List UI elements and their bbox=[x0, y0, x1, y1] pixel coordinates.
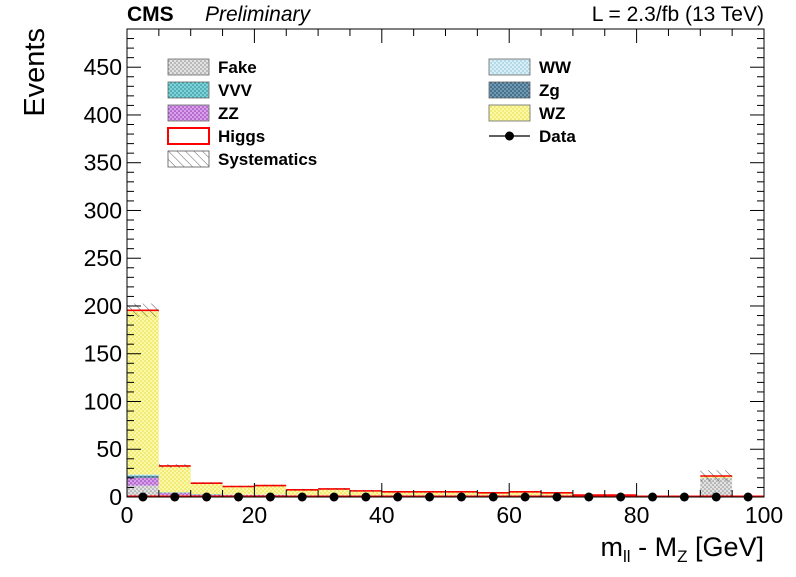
legend-label-higgs: Higgs bbox=[218, 127, 265, 146]
x-tick-label: 40 bbox=[369, 502, 395, 528]
cms-label: CMS bbox=[127, 3, 174, 26]
y-tick-label: 400 bbox=[84, 102, 122, 128]
systematics-band bbox=[350, 490, 382, 492]
bar-wz bbox=[127, 311, 159, 474]
x-tick-label: 0 bbox=[121, 502, 134, 528]
y-tick-label: 150 bbox=[84, 341, 122, 367]
legend-swatch-zz bbox=[168, 105, 209, 121]
y-tick-label: 100 bbox=[84, 388, 122, 414]
y-tick-label: 50 bbox=[96, 436, 122, 462]
systematics-band bbox=[223, 486, 255, 488]
systematics-band bbox=[382, 491, 414, 492]
y-axis-title: Events bbox=[19, 28, 51, 117]
preliminary-label: Preliminary bbox=[205, 3, 312, 26]
legend-swatch-vvv bbox=[168, 82, 209, 98]
y-tick-label: 350 bbox=[84, 150, 122, 176]
systematics-band bbox=[191, 482, 223, 484]
bar-wz bbox=[159, 466, 191, 492]
x-tick-label: 60 bbox=[496, 502, 522, 528]
legend-swatch-zg bbox=[489, 82, 530, 98]
legend-swatch-systematics bbox=[168, 151, 209, 167]
legend-label-vvv: VVV bbox=[218, 81, 253, 100]
systematics-band bbox=[254, 485, 286, 487]
y-tick-label: 300 bbox=[84, 197, 122, 223]
bar-ww bbox=[127, 475, 159, 476]
systematics-band bbox=[700, 470, 732, 481]
bar-zz bbox=[127, 478, 159, 486]
legend-label-zg: Zg bbox=[539, 81, 560, 100]
systematics-band bbox=[414, 491, 446, 492]
x-tick-label: 100 bbox=[745, 502, 783, 528]
systematics-band bbox=[286, 489, 318, 491]
legend-swatch-wz bbox=[489, 105, 530, 121]
y-tick-label: 200 bbox=[84, 293, 122, 319]
legend-label-fake: Fake bbox=[218, 58, 257, 77]
x-tick-label: 20 bbox=[242, 502, 268, 528]
legend-swatch-fake bbox=[168, 59, 209, 75]
legend-label-systematics: Systematics bbox=[218, 150, 317, 169]
y-tick-label: 450 bbox=[84, 54, 122, 80]
lumi-label: L = 2.3/fb (13 TeV) bbox=[592, 3, 764, 26]
systematics-band bbox=[509, 491, 541, 492]
systematics-band bbox=[318, 488, 350, 490]
systematics-band bbox=[159, 464, 191, 468]
legend-label-data: Data bbox=[539, 127, 576, 146]
legend: Fake WW VVV Zg ZZ WZ Higgs Data Systematics bbox=[168, 58, 576, 169]
legend-label-ww: WW bbox=[539, 58, 572, 77]
y-tick-label: 250 bbox=[84, 245, 122, 271]
legend-label-zz: ZZ bbox=[218, 104, 239, 123]
legend-swatch-data bbox=[505, 132, 514, 141]
legend-label-wz: WZ bbox=[539, 104, 565, 123]
x-axis-title: mll - MZ [GeV] bbox=[601, 532, 764, 566]
systematics-band bbox=[446, 491, 478, 492]
x-tick-label: 80 bbox=[624, 502, 650, 528]
legend-swatch-higgs bbox=[168, 128, 209, 144]
legend-swatch-ww bbox=[489, 59, 530, 75]
